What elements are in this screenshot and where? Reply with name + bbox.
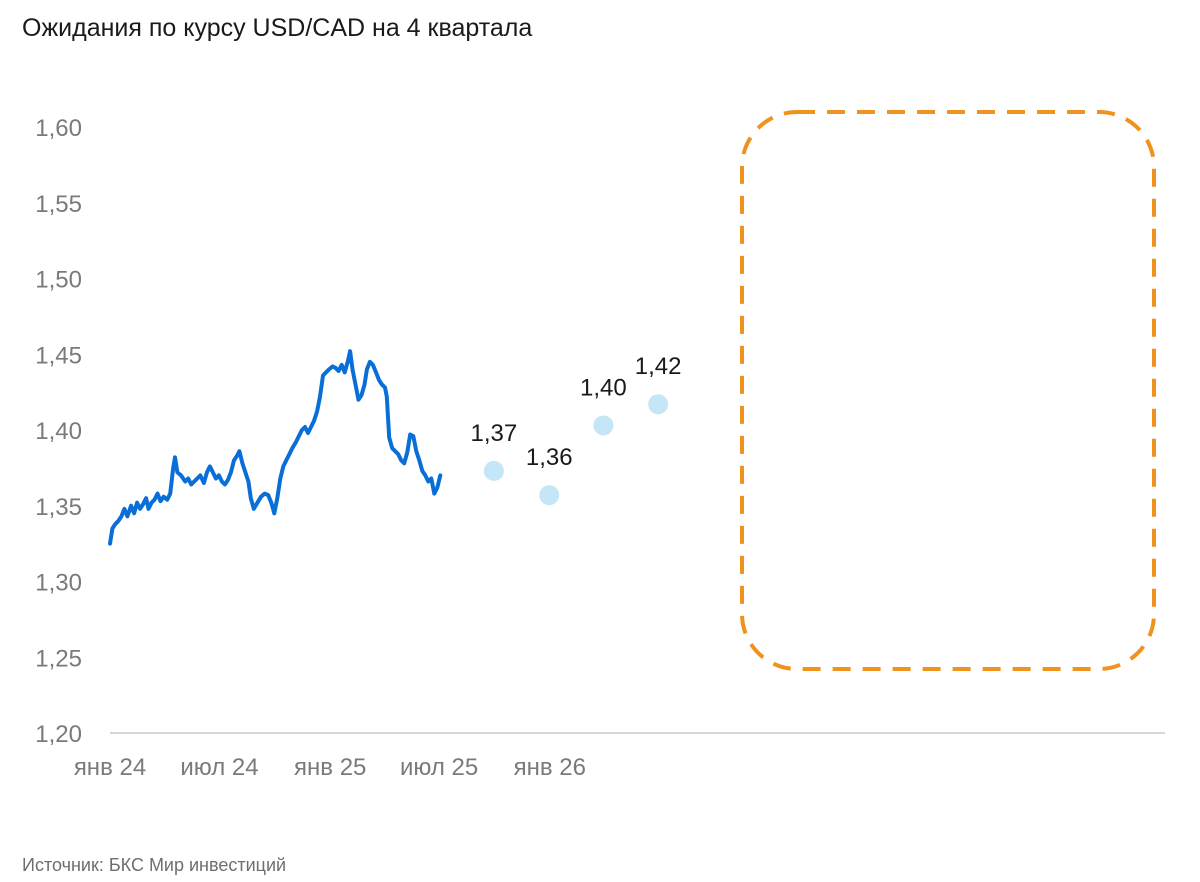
forecast-point (593, 415, 614, 436)
forecast-points: 1,37 1,36 1,40 1,42 (471, 353, 682, 506)
forecast-point (483, 460, 504, 481)
x-tick-label: янв 24 (74, 754, 146, 781)
x-tick-label: янв 25 (294, 754, 366, 781)
y-tick-label: 1,50 (35, 267, 82, 294)
y-tick-label: 1,20 (35, 721, 82, 748)
y-tick-label: 1,40 (35, 418, 82, 445)
y-tick-label: 1,35 (35, 494, 82, 521)
x-tick-label: июл 24 (180, 754, 258, 781)
forecast-point-label: 1,36 (526, 444, 573, 471)
y-tick-label: 1,60 (35, 115, 82, 142)
x-tick-label: янв 26 (514, 754, 586, 781)
forecast-point (648, 394, 669, 415)
source-note: Источник: БКС Мир инвестиций (22, 855, 287, 875)
y-tick-label: 1,45 (35, 342, 82, 369)
x-axis-ticks: янв 24 июл 24 янв 25 июл 25 янв 26 (74, 754, 586, 781)
y-axis-ticks: 1,20 1,25 1,30 1,35 1,40 1,45 1,50 1,55 1,60 (35, 115, 82, 748)
forecast-point-label: 1,40 (580, 374, 627, 401)
forecast-highlight-box (740, 110, 1156, 671)
x-tick-label: июл 25 (400, 754, 478, 781)
chart-title: Ожидания по курсу USD/CAD на 4 квартала (22, 14, 533, 42)
forecast-point (539, 485, 560, 506)
y-tick-label: 1,25 (35, 645, 82, 672)
usd-cad-history-line (108, 349, 443, 546)
forecast-point-label: 1,42 (635, 353, 682, 380)
y-tick-label: 1,55 (35, 191, 82, 218)
y-tick-label: 1,30 (35, 570, 82, 597)
forecast-point-label: 1,37 (471, 420, 518, 447)
